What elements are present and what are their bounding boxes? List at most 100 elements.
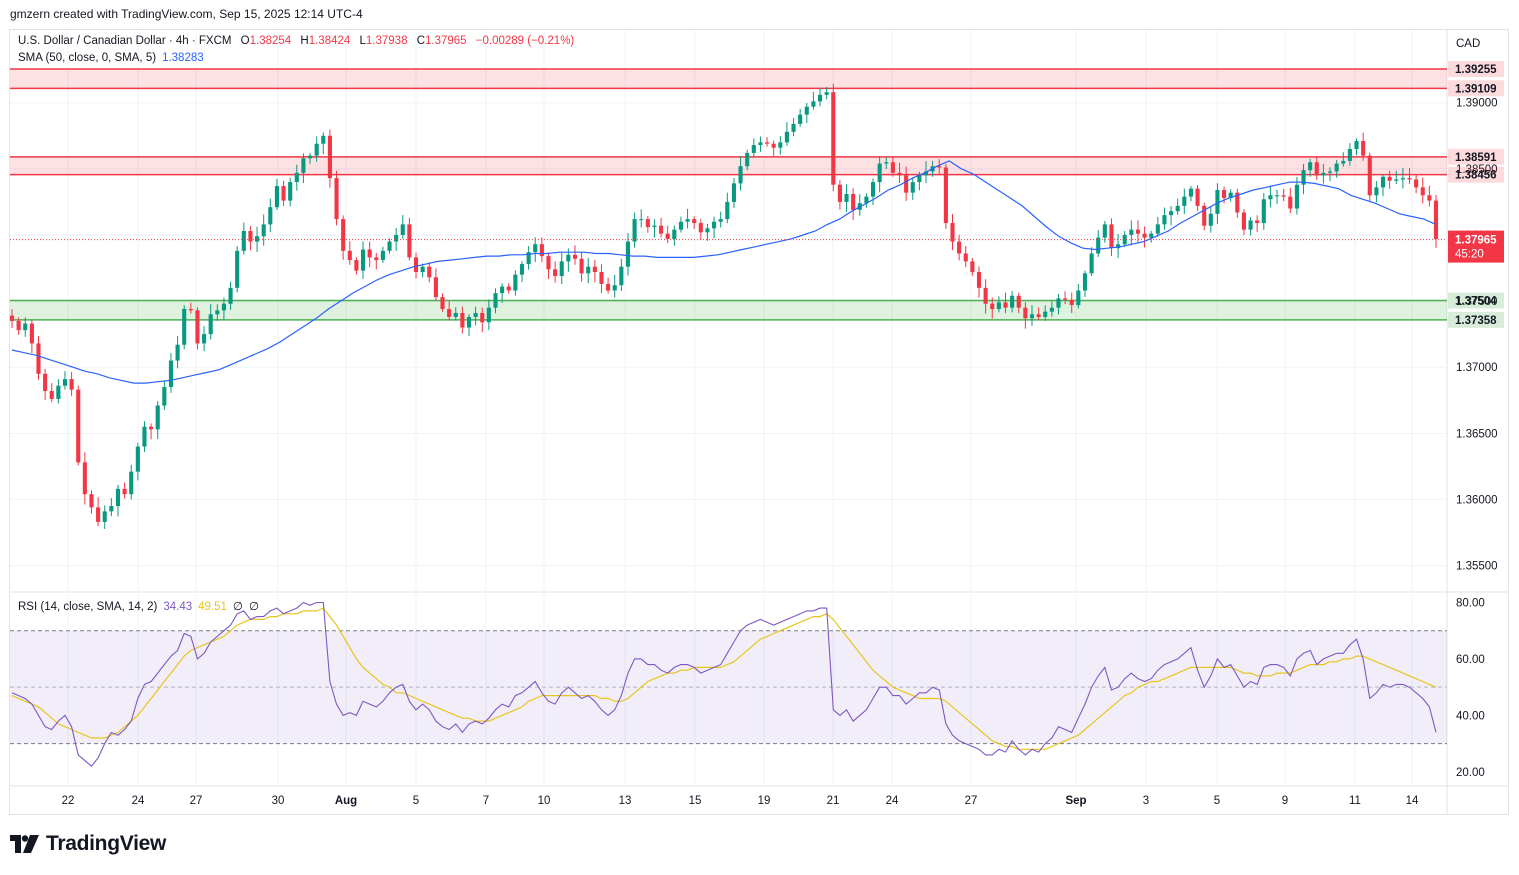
- candle-body: [288, 182, 293, 201]
- candle-body: [115, 488, 121, 507]
- candle-body: [1288, 196, 1293, 209]
- candle-body: [1182, 196, 1187, 206]
- candle-body: [255, 236, 260, 242]
- support-price-label: 1.37504: [1455, 296, 1497, 308]
- candle-body: [1096, 237, 1101, 254]
- candle-body: [307, 155, 313, 159]
- resistance-price-label: 1.38456: [1455, 170, 1497, 182]
- candle-body: [1102, 224, 1107, 238]
- candle-body: [606, 283, 611, 291]
- time-tick-label: Sep: [1065, 795, 1086, 807]
- rsi-label[interactable]: RSI (14, close, SMA, 14, 2): [18, 601, 158, 613]
- candle-body: [579, 258, 584, 274]
- candle-body: [764, 142, 770, 144]
- candle-body: [718, 219, 723, 222]
- candle-body: [367, 249, 372, 258]
- candle-body: [149, 426, 154, 430]
- candle-body: [678, 221, 684, 230]
- currency-label[interactable]: CAD: [1456, 38, 1481, 50]
- candle-body: [804, 106, 809, 115]
- time-tick-label: 15: [689, 795, 702, 807]
- tradingview-brand: TradingView: [46, 832, 167, 855]
- time-tick-label: 24: [886, 795, 899, 807]
- candle-body: [665, 233, 670, 239]
- candle-body: [745, 152, 750, 167]
- candle-body: [1076, 290, 1081, 306]
- candle-body: [685, 219, 690, 222]
- candle-body: [1394, 179, 1399, 181]
- candle-body: [241, 230, 246, 251]
- candle-body: [1215, 190, 1220, 214]
- candle-body: [168, 360, 174, 388]
- candle-body: [135, 446, 140, 472]
- candle-body: [937, 166, 942, 168]
- candle-body: [1255, 220, 1260, 224]
- candle-body: [23, 323, 28, 331]
- candle-body: [420, 266, 425, 272]
- rsi-tick-label: 40.00: [1456, 710, 1485, 722]
- sma-label[interactable]: SMA (50, close, 0, SMA, 5): [18, 52, 157, 64]
- candle-body: [771, 143, 776, 148]
- sma-legend[interactable]: SMA (50, close, 0, SMA, 5) 1.38283: [18, 52, 204, 64]
- low-value: 1.37938: [365, 35, 408, 47]
- rsi-legend[interactable]: RSI (14, close, SMA, 14, 2) 34.43 49.51 ∅ ∅: [18, 599, 259, 613]
- candle-body: [1261, 199, 1266, 224]
- candle-body: [400, 224, 405, 235]
- candle-body: [1387, 176, 1392, 181]
- candle-body: [1327, 171, 1333, 173]
- candle-body: [864, 196, 869, 204]
- candle-body: [659, 225, 664, 234]
- candle-body: [1281, 195, 1286, 197]
- candle-body: [433, 277, 438, 298]
- candle-body: [692, 219, 697, 224]
- candle-body: [341, 219, 346, 251]
- tradingview-logo-icon: [10, 835, 39, 853]
- candle-body: [1069, 299, 1074, 306]
- candle-body: [1089, 253, 1094, 274]
- candle-body: [1175, 205, 1180, 212]
- candle-body: [1155, 224, 1160, 234]
- support-price-badge: [1448, 292, 1504, 309]
- resistance-zone: [10, 69, 1447, 89]
- candle-body: [301, 158, 306, 173]
- candle-body: [612, 285, 617, 291]
- candle-body: [1116, 244, 1121, 249]
- rsi-extra-1: ∅: [232, 601, 243, 613]
- high-value: 1.38424: [308, 35, 351, 47]
- candle-body: [877, 163, 882, 183]
- candle-body: [917, 175, 922, 183]
- candle-body: [1248, 220, 1253, 230]
- candle-body: [1354, 141, 1359, 150]
- symbol-name[interactable]: U.S. Dollar / Canadian Dollar · 4h · FXC…: [18, 35, 232, 47]
- candle-body: [1202, 205, 1207, 226]
- candle-body: [1188, 188, 1193, 197]
- rsi-value: 34.43: [163, 601, 193, 613]
- time-tick-label: 11: [1349, 795, 1361, 807]
- candle-body: [1222, 190, 1227, 198]
- candle-body: [49, 391, 54, 399]
- candle-body: [109, 506, 114, 512]
- candle-body: [923, 171, 929, 176]
- candle-body: [221, 303, 226, 311]
- candle-body: [758, 142, 763, 146]
- candle-body: [43, 373, 48, 392]
- time-tick-label: 14: [1406, 795, 1419, 807]
- last-price-badge: [1448, 230, 1504, 263]
- candle-body: [1407, 178, 1412, 180]
- candle-body: [202, 334, 207, 344]
- candle-body: [983, 287, 988, 304]
- support-price-badge: [1448, 311, 1504, 328]
- symbol-legend[interactable]: U.S. Dollar / Canadian Dollar · 4h · FXC…: [18, 35, 574, 47]
- time-tick-label: 7: [483, 795, 489, 807]
- candle-body: [354, 260, 359, 271]
- candle-body: [725, 201, 730, 220]
- candle-body: [1414, 179, 1419, 188]
- candle-body: [486, 307, 491, 323]
- candle-body: [798, 114, 803, 124]
- open-label: O: [240, 35, 250, 47]
- candle-body: [142, 426, 147, 447]
- candle-body: [817, 94, 823, 102]
- candle-body: [1367, 155, 1372, 196]
- rsi-extra-2: ∅: [248, 601, 259, 613]
